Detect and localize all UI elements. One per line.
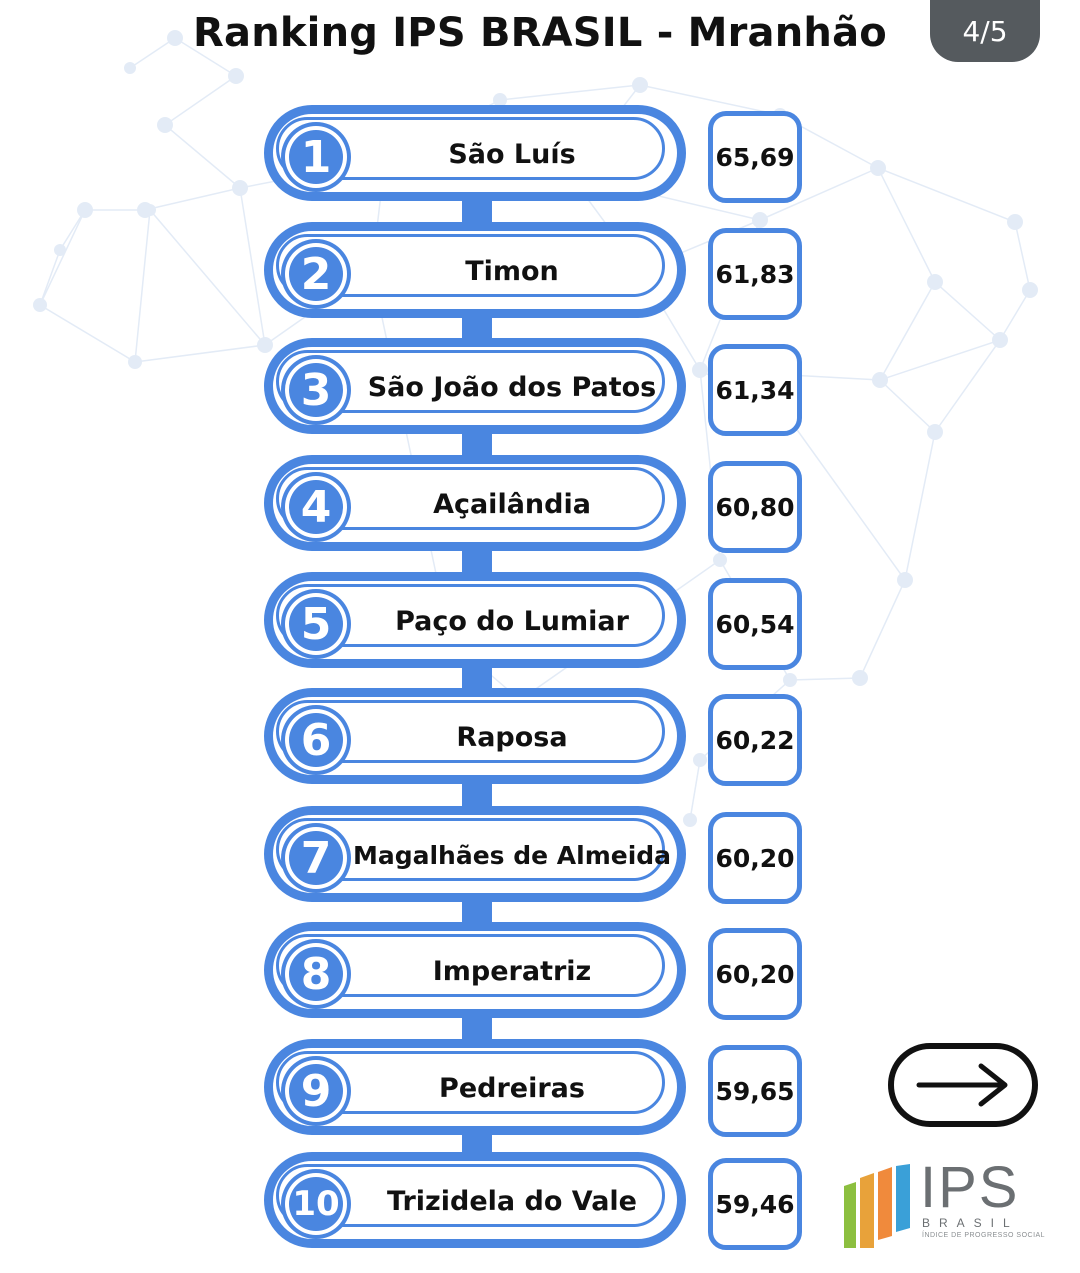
score-value: 60,20	[708, 928, 802, 1020]
ranking-row: 2 Timon 61,83	[0, 222, 1080, 322]
ranking-pill: 10 Trizidela do Vale	[264, 1152, 686, 1248]
ranking-row: 5 Paço do Lumiar 60,54	[0, 572, 1080, 672]
rank-number: 2	[285, 243, 347, 305]
ranking-pill: 8 Imperatriz	[264, 922, 686, 1018]
ranking-pill: 4 Açailândia	[264, 455, 686, 551]
ranking-pill: 2 Timon	[264, 222, 686, 318]
rank-number: 5	[285, 593, 347, 655]
rank-number: 8	[285, 943, 347, 1005]
ips-brasil-logo: IPS BRASIL ÍNDICE DE PROGRESSO SOCIAL	[842, 1155, 1046, 1248]
score-value: 65,69	[708, 111, 802, 203]
page-title: Ranking IPS BRASIL - Mranhão	[193, 10, 887, 56]
ranking-row: 4 Açailândia 60,80	[0, 455, 1080, 555]
logo-text: IPS	[920, 1155, 1020, 1220]
score-value: 60,80	[708, 461, 802, 553]
page-indicator-badge: 4/5	[930, 0, 1040, 62]
rank-number: 6	[285, 709, 347, 771]
rank-number: 9	[285, 1060, 347, 1122]
city-name: Timon	[465, 255, 559, 287]
ranking-row: 3 São João dos Patos 61,34	[0, 338, 1080, 438]
ranking-row: 10 Trizidela do Vale 59,46	[0, 1152, 1080, 1252]
city-name: Raposa	[456, 721, 568, 753]
ranking-row: 1 São Luís 65,69	[0, 105, 1080, 205]
rank-number: 7	[285, 827, 347, 889]
ranking-row: 9 Pedreiras 59,65	[0, 1039, 1080, 1139]
score-value: 61,83	[708, 228, 802, 320]
ranking-row: 6 Raposa 60,22	[0, 688, 1080, 788]
score-value: 60,54	[708, 578, 802, 670]
ranking-pill: 6 Raposa	[264, 688, 686, 784]
ranking-pill: 7 Magalhães de Almeida	[264, 806, 686, 902]
ranking-row: 8 Imperatriz 60,20	[0, 922, 1080, 1022]
score-value: 59,65	[708, 1045, 802, 1137]
score-value: 59,46	[708, 1158, 802, 1250]
city-name: Açailândia	[433, 488, 591, 520]
score-value: 61,34	[708, 344, 802, 436]
rank-number: 3	[285, 359, 347, 421]
logo-subtitle: BRASIL	[922, 1216, 1019, 1230]
logo-bars-icon	[844, 1164, 910, 1248]
rank-number: 1	[285, 126, 347, 188]
ranking-pill: 5 Paço do Lumiar	[264, 572, 686, 668]
arrow-right-icon	[916, 1063, 1008, 1107]
ranking-pill: 1 São Luís	[264, 105, 686, 201]
rank-number: 4	[285, 476, 347, 538]
city-name: Imperatriz	[432, 955, 592, 987]
city-name: Magalhães de Almeida	[352, 840, 672, 870]
score-value: 60,22	[708, 694, 802, 786]
logo-tagline: ÍNDICE DE PROGRESSO SOCIAL	[922, 1232, 1046, 1239]
score-value: 60,20	[708, 812, 802, 904]
rank-number: 10	[285, 1173, 347, 1235]
city-name: Paço do Lumiar	[395, 605, 629, 637]
city-name: São Luís	[448, 138, 576, 170]
ranking-row: 7 Magalhães de Almeida 60,20	[0, 806, 1080, 906]
ranking-pill: 3 São João dos Patos	[264, 338, 686, 434]
next-page-button[interactable]	[888, 1043, 1038, 1127]
ranking-pill: 9 Pedreiras	[264, 1039, 686, 1135]
city-name: São João dos Patos	[367, 371, 657, 403]
city-name: Trizidela do Vale	[387, 1185, 637, 1217]
city-name: Pedreiras	[439, 1072, 585, 1104]
